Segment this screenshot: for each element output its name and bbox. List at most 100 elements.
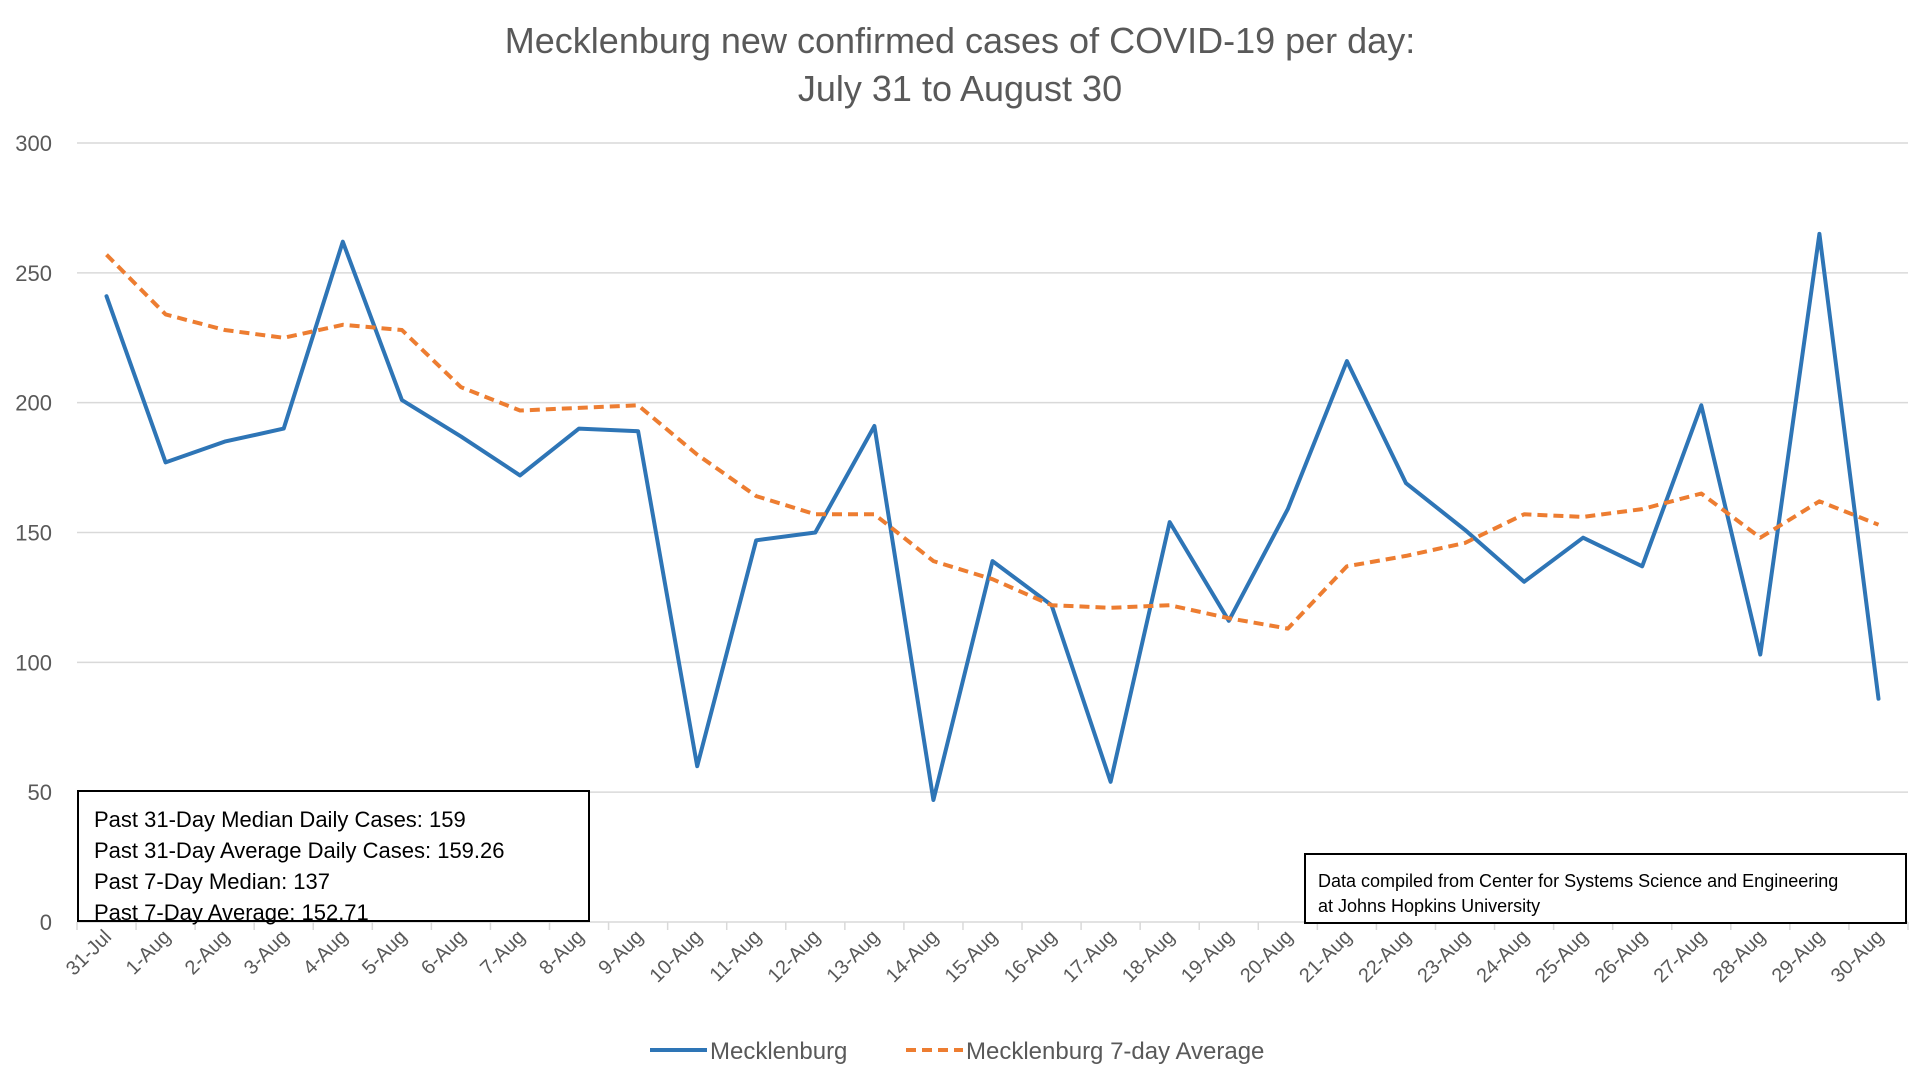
x-tick-label: 30-Aug [1827, 926, 1888, 987]
data-point [1640, 564, 1644, 568]
data-point [518, 408, 522, 412]
data-point [695, 764, 699, 768]
data-point [400, 398, 404, 402]
x-tick-label: 7-Aug [476, 926, 529, 979]
chart-title: Mecklenburg new confirmed cases of COVID… [505, 20, 1415, 61]
data-point [1758, 653, 1762, 657]
data-point [1581, 536, 1585, 540]
data-point [577, 406, 581, 410]
data-point [164, 312, 168, 316]
data-point [518, 473, 522, 477]
y-tick-label: 50 [28, 780, 52, 805]
data-point [1876, 697, 1880, 701]
data-point [1345, 359, 1349, 363]
data-point [400, 328, 404, 332]
data-point [1463, 528, 1467, 532]
x-tick-label: 3-Aug [240, 926, 293, 979]
x-axis-ticks: 31-Jul 1-Aug 2-Aug 3-Aug 4-Aug 5-Aug 6-Aug 7-Au… [62, 922, 1909, 987]
data-point [1699, 492, 1703, 496]
series-line-7-day-average [105, 253, 1880, 631]
x-tick-label: 21-Aug [1295, 926, 1356, 987]
x-tick-label: 1-Aug [122, 926, 175, 979]
x-tick-label: 26-Aug [1591, 926, 1652, 987]
data-point [1758, 536, 1762, 540]
data-point [164, 460, 168, 464]
data-point [105, 253, 109, 257]
y-tick-label: 200 [15, 391, 52, 416]
data-point [1227, 616, 1231, 620]
data-point [459, 434, 463, 438]
y-tick-label: 100 [15, 650, 52, 675]
source-box: Data compiled from Center for Systems Sc… [1304, 853, 1907, 924]
x-tick-label: 27-Aug [1650, 926, 1711, 987]
data-point [872, 424, 876, 428]
data-point [872, 512, 876, 516]
series-lines [104, 231, 1881, 802]
data-point [1699, 403, 1703, 407]
x-tick-label: 19-Aug [1177, 926, 1238, 987]
data-point [1404, 481, 1408, 485]
x-tick-label: 6-Aug [417, 926, 470, 979]
y-tick-label: 150 [15, 521, 52, 546]
legend: Mecklenburg Mecklenburg 7-day Average [650, 1038, 1264, 1065]
x-tick-label: 8-Aug [535, 926, 588, 979]
data-point [223, 440, 227, 444]
x-tick-label: 10-Aug [646, 926, 707, 987]
data-point [459, 385, 463, 389]
data-point [341, 323, 345, 327]
data-point [1404, 554, 1408, 558]
x-tick-label: 4-Aug [299, 926, 352, 979]
x-tick-label: 2-Aug [181, 926, 234, 979]
source-line-2: at Johns Hopkins University [1318, 896, 1541, 916]
chart-subtitle: July 31 to August 30 [798, 68, 1122, 109]
data-point [813, 531, 817, 535]
source-line-1: Data compiled from Center for Systems Sc… [1318, 871, 1839, 891]
x-tick-label: 25-Aug [1532, 926, 1593, 987]
data-point [931, 798, 935, 802]
data-point [105, 294, 109, 298]
data-point [1050, 603, 1054, 607]
data-point [1876, 523, 1880, 527]
x-tick-label: 13-Aug [823, 926, 884, 987]
x-tick-label: 28-Aug [1709, 926, 1770, 987]
x-tick-label: 18-Aug [1118, 926, 1179, 987]
data-point [282, 427, 286, 431]
x-tick-label: 16-Aug [1000, 926, 1061, 987]
x-tick-label: 14-Aug [882, 926, 943, 987]
data-point [991, 577, 995, 581]
data-point [1522, 580, 1526, 584]
stats-line-7-day-average: Past 7-Day Average: 152.71 [94, 900, 369, 925]
y-tick-label: 300 [15, 131, 52, 156]
data-point [1168, 603, 1172, 607]
x-tick-label: 9-Aug [594, 926, 647, 979]
x-tick-label: 17-Aug [1059, 926, 1120, 987]
data-point [1286, 507, 1290, 511]
data-point [1463, 541, 1467, 545]
data-point [991, 559, 995, 563]
data-point [223, 328, 227, 332]
x-tick-label: 11-Aug [706, 926, 766, 986]
stats-box: Past 31-Day Median Daily Cases: 159 Past… [77, 790, 590, 925]
data-point [1168, 520, 1172, 524]
data-point [1817, 232, 1821, 236]
x-tick-label: 5-Aug [358, 926, 411, 979]
y-tick-label: 0 [40, 910, 52, 935]
data-point [1522, 512, 1526, 516]
data-point [1286, 627, 1290, 631]
legend-label-7-day-average: Mecklenburg 7-day Average [966, 1038, 1264, 1065]
data-point [636, 429, 640, 433]
data-point [1640, 507, 1644, 511]
legend-label-mecklenburg: Mecklenburg [710, 1038, 847, 1065]
x-tick-label: 23-Aug [1413, 926, 1474, 987]
y-axis-ticks: 0 50 100 150 200 250 300 [15, 131, 52, 935]
x-tick-label: 31-Jul [62, 926, 116, 980]
stats-line-31-day-average: Past 31-Day Average Daily Cases: 159.26 [94, 838, 505, 863]
x-tick-label: 15-Aug [941, 926, 1002, 987]
x-tick-label: 20-Aug [1236, 926, 1297, 987]
data-point [1581, 515, 1585, 519]
x-tick-label: 12-Aug [764, 926, 825, 987]
data-point [1345, 564, 1349, 568]
data-point [1817, 499, 1821, 503]
data-point [931, 559, 935, 563]
